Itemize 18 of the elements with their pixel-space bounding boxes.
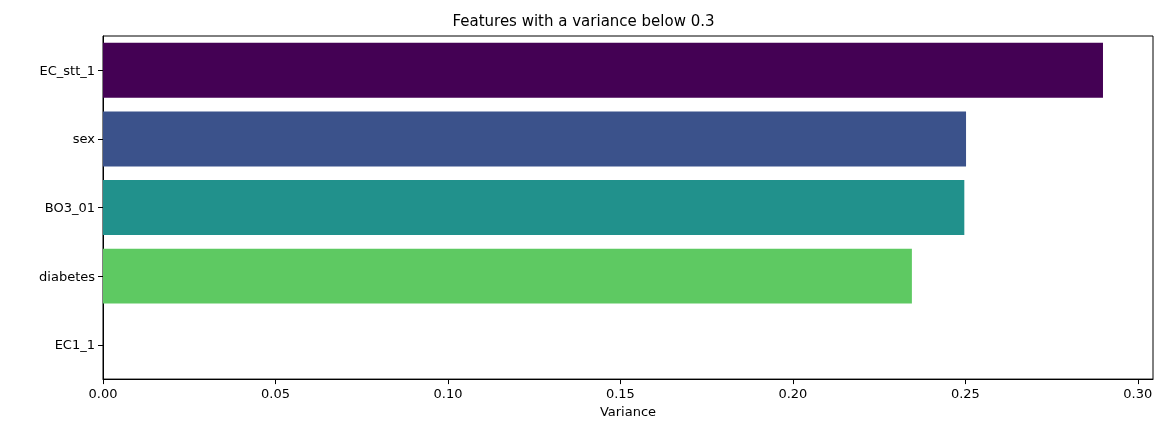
chart-title: Features with a variance below 0.3 <box>452 11 715 30</box>
y-tick-label: BO3_01 <box>44 200 95 216</box>
bar <box>103 180 965 235</box>
x-tick-label: 0.00 <box>88 386 118 402</box>
x-tick-label: 0.05 <box>260 386 290 402</box>
bar <box>103 248 912 304</box>
y-tick-label: EC1_1 <box>54 337 95 353</box>
y-tick-label: diabetes <box>39 268 96 284</box>
x-tick-label: 0.30 <box>1123 386 1153 402</box>
bar <box>103 111 967 167</box>
y-tick-label: EC_stt_1 <box>39 62 95 78</box>
x-tick-label: 0.10 <box>433 386 463 402</box>
x-axis-title: Variance <box>599 404 657 419</box>
bar <box>103 42 1103 98</box>
x-tick-label: 0.15 <box>605 386 635 402</box>
x-tick-label: 0.20 <box>778 386 808 402</box>
y-tick-label: sex <box>72 131 96 147</box>
x-tick-label: 0.25 <box>950 386 980 402</box>
